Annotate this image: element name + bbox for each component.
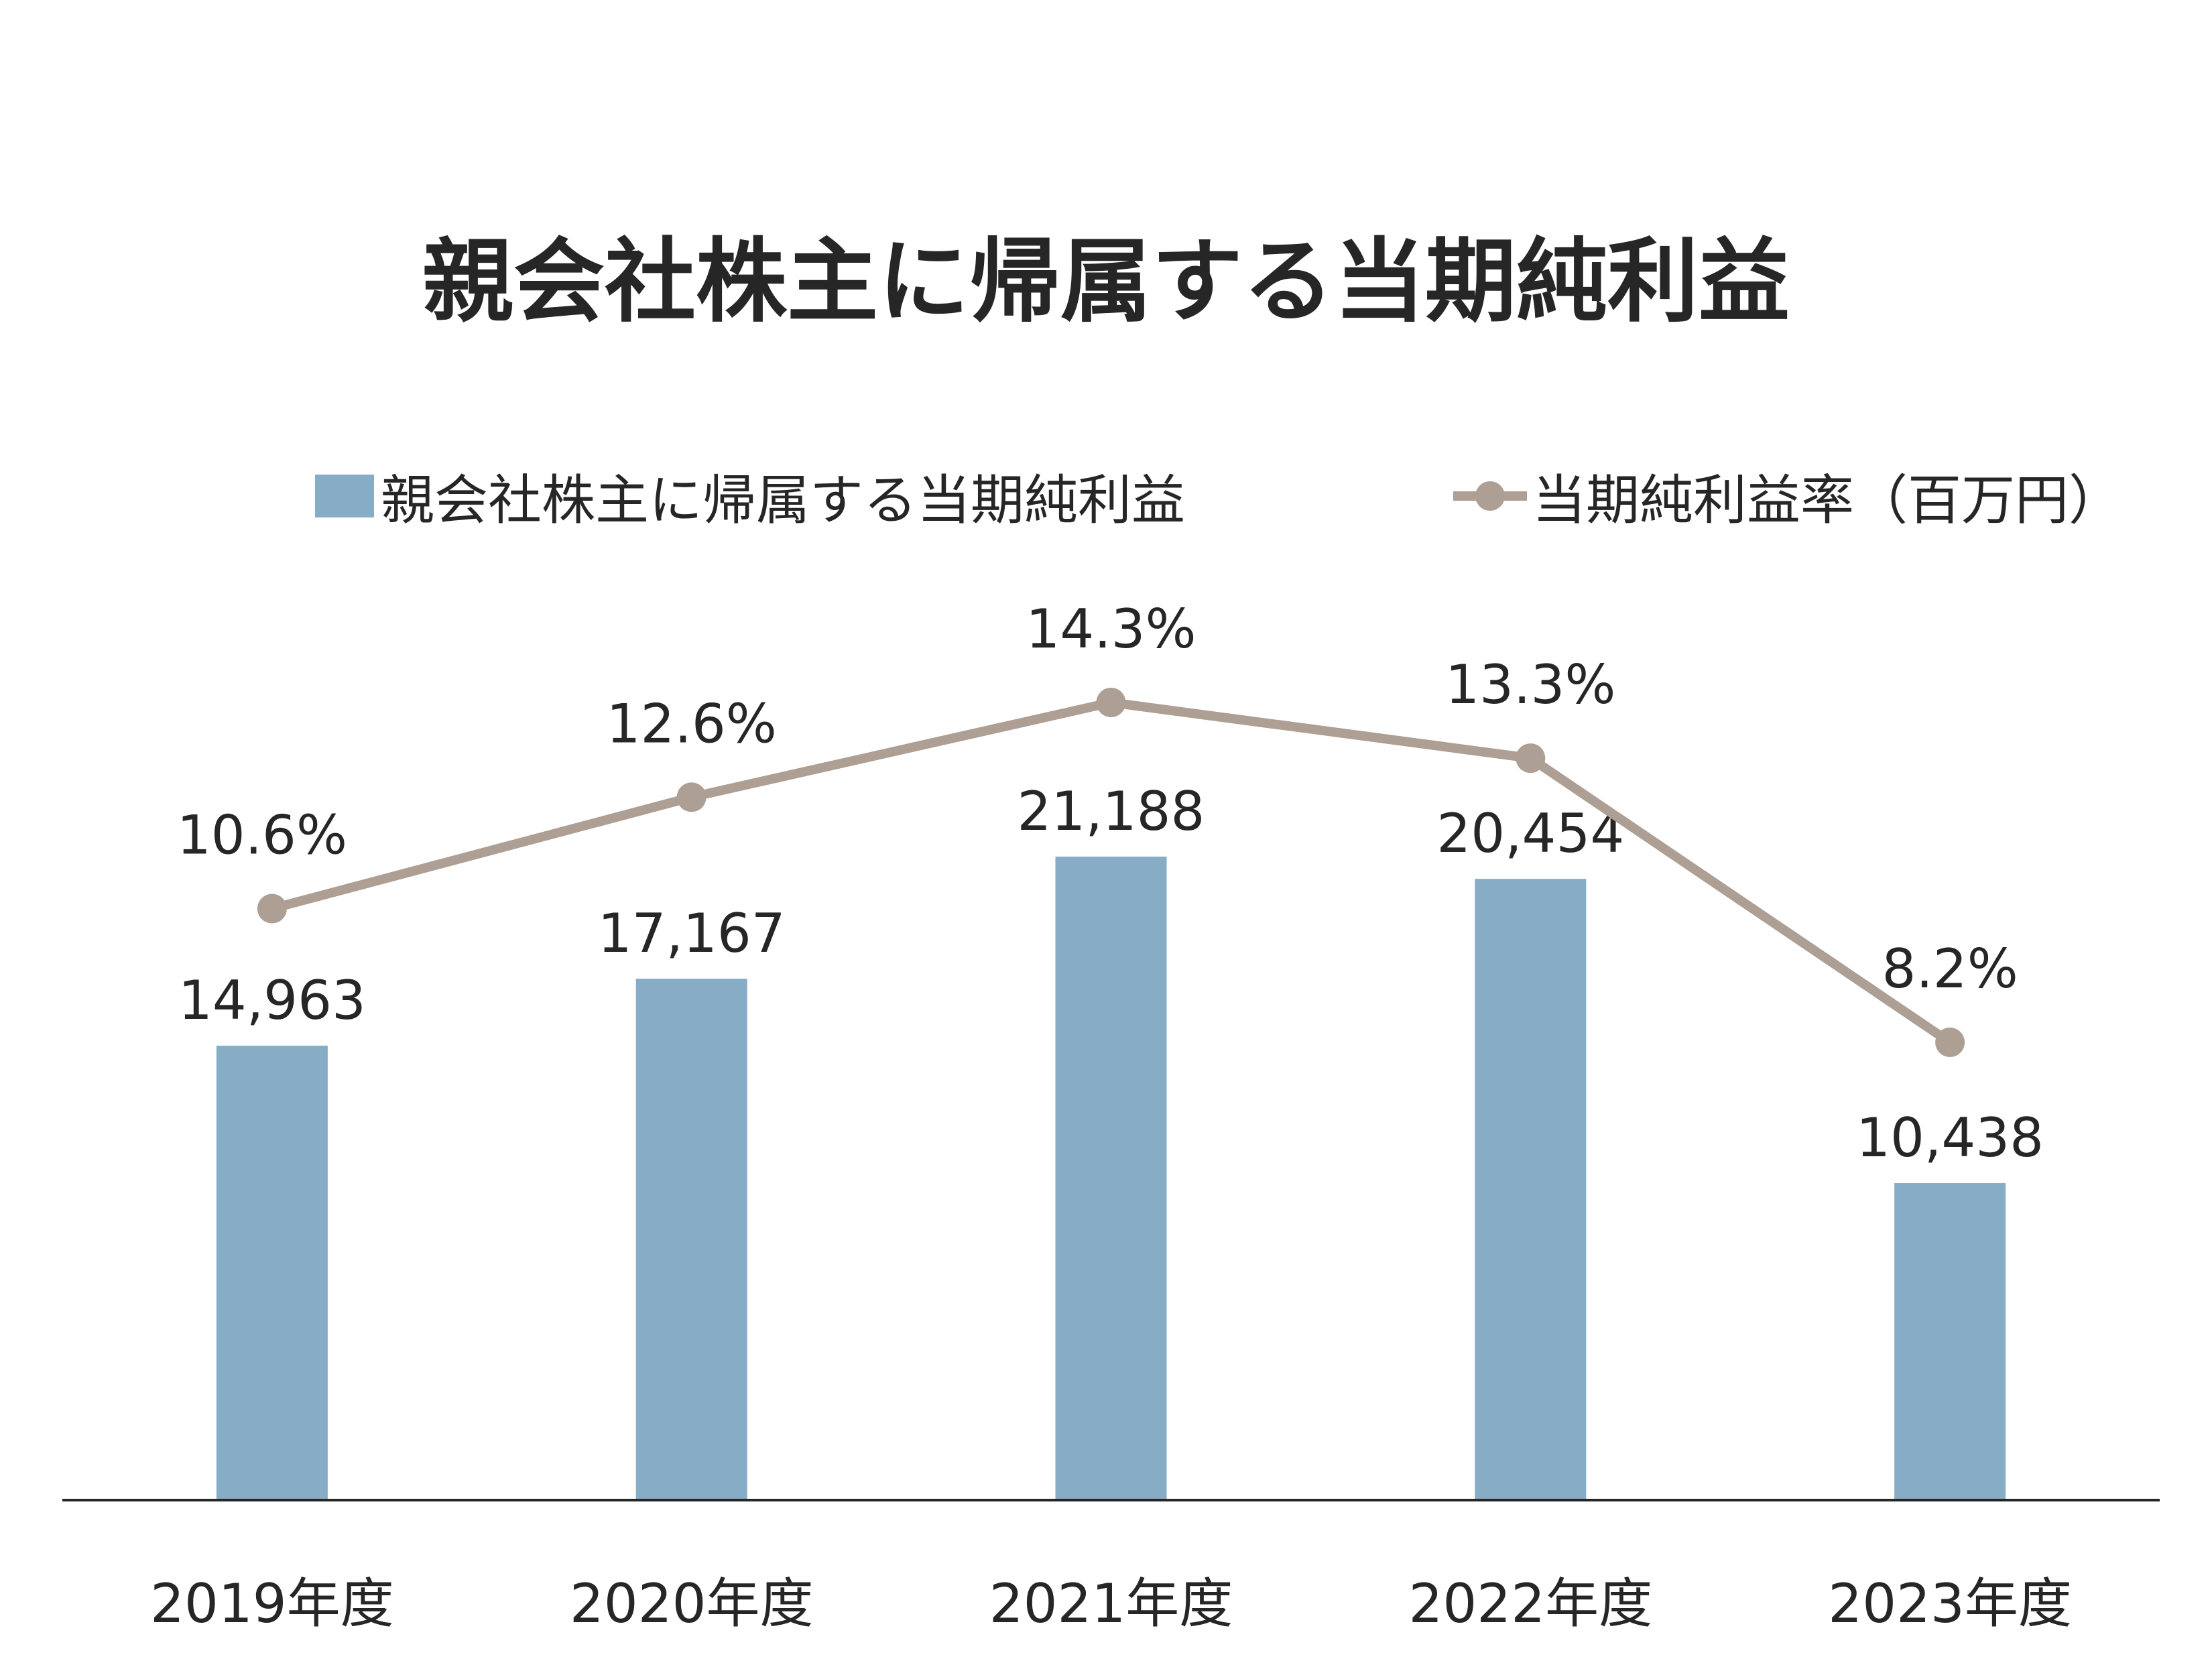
- margin-value-label: 8.2%: [1882, 938, 2018, 1000]
- bar: [635, 979, 747, 1500]
- bar-value-label: 20,454: [1436, 802, 1624, 865]
- bar: [216, 1046, 328, 1500]
- chart-title: 親会社株主に帰属する当期純利益: [422, 229, 1790, 335]
- margin-point: [257, 894, 287, 924]
- legend: 親会社株主に帰属する当期純利益 当期純利益率（百万円）: [0, 456, 2212, 536]
- category-label: 2023年度: [1828, 1573, 2072, 1635]
- legend-label-margin: 当期純利益率（百万円）: [1532, 469, 2122, 532]
- legend-line-swatch: [1453, 481, 1527, 511]
- bar-value-label: 21,188: [1018, 780, 1205, 843]
- margin-value-label: 10.6%: [177, 804, 347, 867]
- bar-value-label: 17,167: [598, 902, 786, 965]
- margin-point: [1516, 743, 1546, 774]
- category-label: 2019年度: [150, 1573, 394, 1635]
- margin-point: [1096, 688, 1126, 717]
- bar-value-label: 10,438: [1856, 1107, 2044, 1169]
- margin-point: [1935, 1028, 1965, 1057]
- category-label: 2021年度: [989, 1573, 1233, 1635]
- margin-value-label: 13.3%: [1445, 654, 1615, 716]
- legend-label-net-income: 親会社株主に帰属する当期純利益: [381, 469, 1185, 532]
- bar: [1475, 879, 1587, 1500]
- legend-item-margin: 当期純利益率（百万円）: [1453, 456, 2122, 536]
- bar: [1894, 1183, 2006, 1500]
- bar: [1055, 856, 1167, 1500]
- margin-value-label: 12.6%: [607, 692, 777, 755]
- margin-point: [676, 782, 706, 812]
- category-label: 2020年度: [570, 1573, 814, 1635]
- legend-bar-swatch: [315, 475, 374, 517]
- margin-value-label: 14.3%: [1026, 598, 1196, 660]
- bar-value-label: 14,963: [178, 969, 366, 1032]
- category-label: 2022年度: [1409, 1573, 1653, 1635]
- legend-item-net-income: 親会社株主に帰属する当期純利益: [315, 456, 1185, 536]
